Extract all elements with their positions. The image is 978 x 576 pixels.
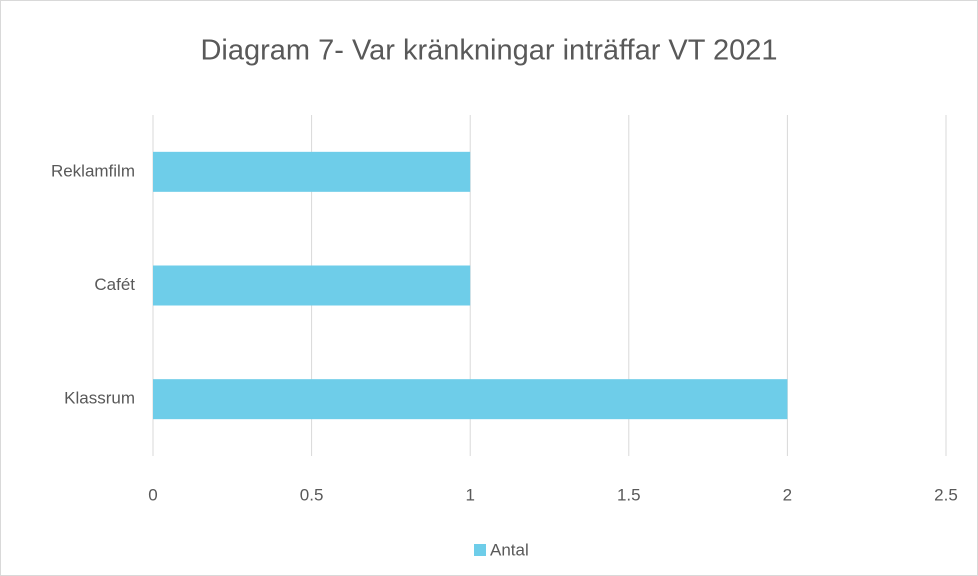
bar — [153, 151, 471, 192]
bar — [153, 379, 788, 420]
bar — [153, 265, 471, 306]
chart-title: Diagram 7- Var kränkningar inträffar VT … — [200, 35, 777, 67]
x-tick-label: 1.5 — [617, 485, 641, 504]
legend-label: Antal — [490, 540, 529, 559]
y-tick-label: Cafét — [94, 275, 135, 294]
x-tick-label: 2.5 — [934, 485, 958, 504]
x-tick-label: 2 — [783, 485, 792, 504]
x-tick-label: 1 — [465, 485, 474, 504]
x-tick-label: 0.5 — [300, 485, 324, 504]
y-tick-label: Reklamfilm — [51, 161, 135, 180]
y-tick-label: Klassrum — [64, 389, 135, 408]
x-tick-label: 0 — [148, 485, 157, 504]
legend-swatch — [474, 544, 486, 556]
